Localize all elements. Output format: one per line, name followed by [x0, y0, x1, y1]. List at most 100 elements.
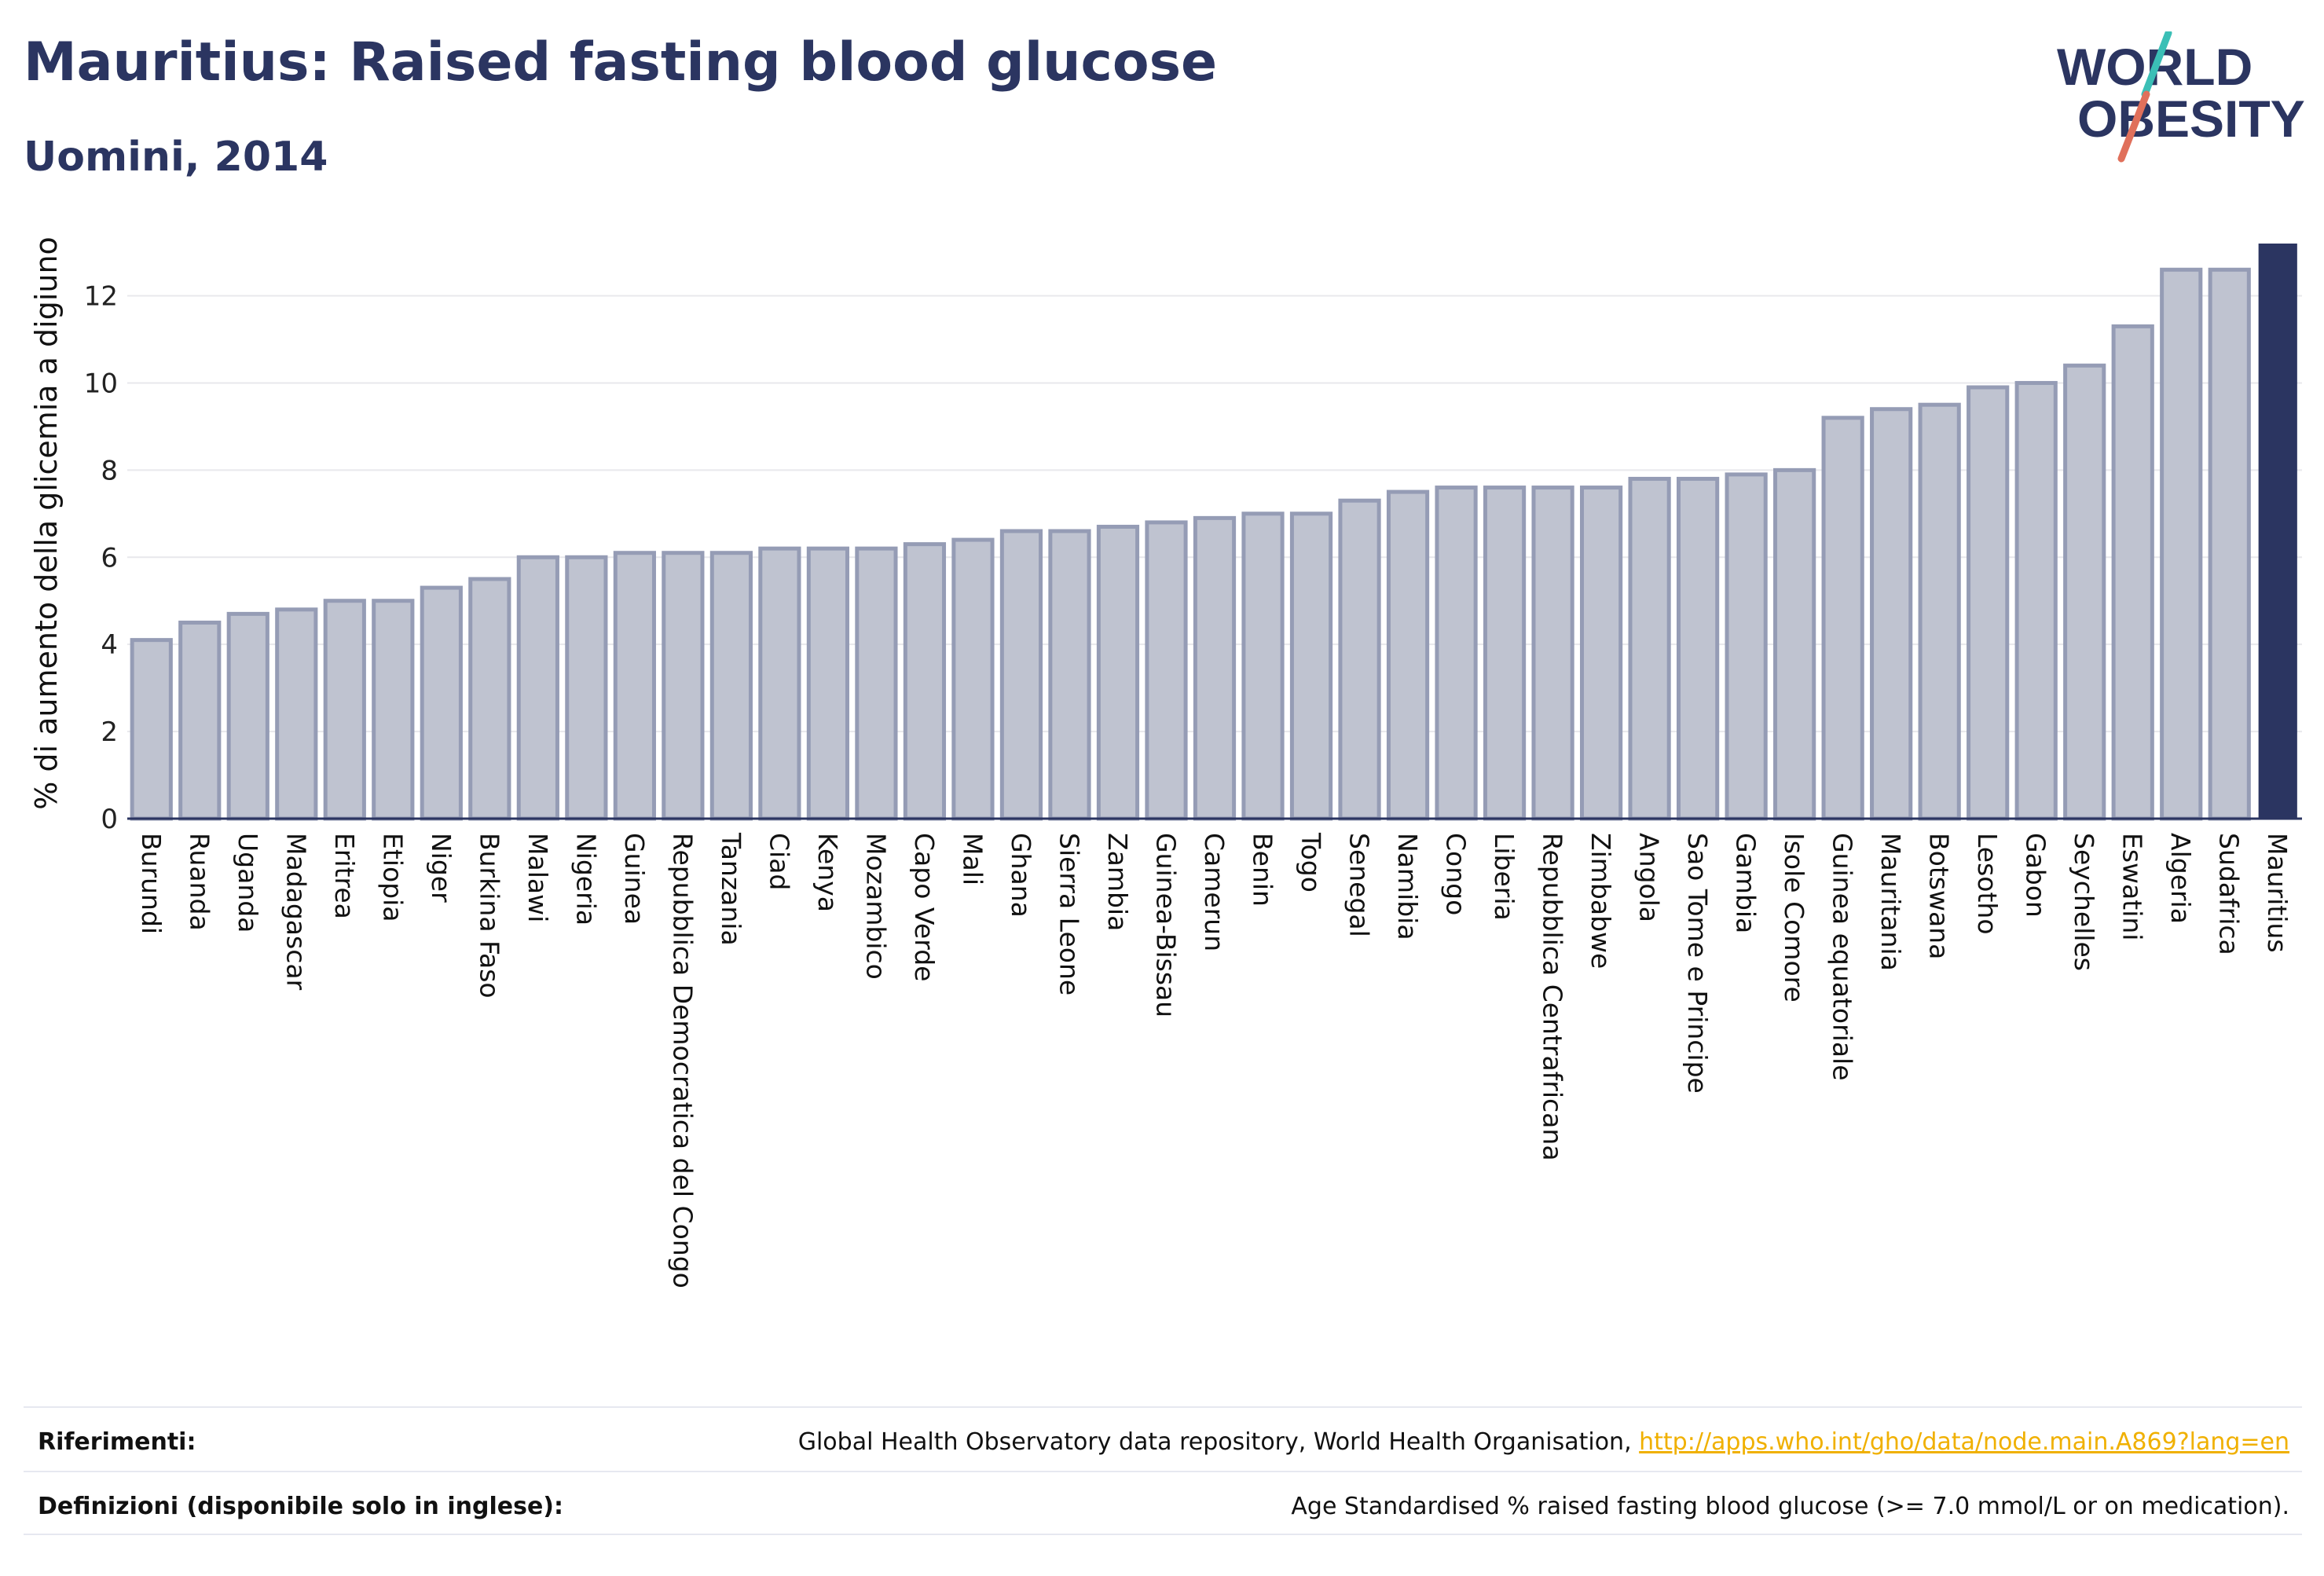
bar	[1628, 476, 1671, 821]
bar	[2208, 267, 2251, 821]
x-tick-label: Seychelles	[2069, 833, 2099, 971]
footer-divider	[24, 1534, 2302, 1535]
bar	[468, 577, 511, 821]
bar	[1483, 486, 1527, 821]
x-tick-label: Mauritius	[2262, 833, 2293, 953]
bar-highlight	[2258, 244, 2297, 819]
bar	[516, 555, 559, 821]
y-tick-label: 6	[101, 542, 118, 574]
references-value: Global Health Observatory data repositor…	[798, 1428, 2289, 1456]
x-tick-label: Sudafrica	[2214, 833, 2245, 955]
x-tick-label: Sao Tome e Principe	[1682, 833, 1713, 1094]
x-tick-label: Capo Verde	[909, 833, 940, 981]
logo-word-obesity: OBESITY	[2077, 90, 2305, 148]
references-link[interactable]: http://apps.who.int/gho/data/node.main.A…	[1639, 1428, 2289, 1456]
x-tick-label: Ruanda	[184, 833, 214, 931]
x-tick-label: Zimbabwe	[1585, 833, 1616, 969]
bar	[758, 546, 801, 821]
y-tick-label: 10	[84, 368, 118, 399]
bar	[1773, 467, 1816, 821]
x-tick-label: Lesotho	[1972, 833, 2003, 935]
x-tick-label: Camerun	[1199, 833, 1230, 951]
bar	[1048, 529, 1091, 821]
x-tick-label: Zambia	[1102, 833, 1133, 931]
definitions-value: Age Standardised % raised fasting blood …	[1291, 1493, 2289, 1520]
bar	[1821, 416, 1864, 821]
y-axis-label: % di aumento della glicemia a digiuno	[29, 236, 64, 810]
bar	[903, 542, 947, 821]
bar	[226, 611, 269, 821]
bar	[2160, 267, 2203, 821]
x-tick-label: Mauritania	[1875, 833, 1906, 971]
x-tick-label: Gambia	[1731, 833, 1761, 933]
bar	[951, 537, 995, 821]
y-tick-label: 12	[84, 281, 118, 313]
bar	[613, 551, 656, 821]
bar	[372, 599, 415, 821]
references-text: Global Health Observatory data repositor…	[797, 1428, 1640, 1456]
x-tick-label: Sierra Leone	[1054, 833, 1084, 995]
bar	[855, 546, 898, 821]
x-tick-label: Benin	[1248, 833, 1278, 907]
x-tick-label: Repubblica Democratica del Congo	[667, 833, 698, 1288]
bar-chart: 0 2 4 6 8 10 12 Burundi Ruanda Uganda Madagascar Er…	[29, 236, 2302, 1288]
x-tick-label: Niger	[426, 833, 456, 903]
x-tick-label: Isole Comore	[1779, 833, 1809, 1002]
x-tick-label: Burkina Faso	[474, 833, 504, 999]
bar	[275, 607, 318, 821]
x-tick-label: Tanzania	[716, 832, 746, 946]
logo-slash-red	[2117, 90, 2150, 163]
x-tick-label: Repubblica Centrafricana	[1538, 833, 1568, 1161]
bar	[1145, 520, 1188, 821]
x-tick-label: Namibia	[1392, 833, 1423, 940]
bar	[323, 599, 366, 821]
x-tick-label: Uganda	[233, 833, 263, 933]
y-tick-label: 4	[101, 629, 118, 661]
bar	[1677, 476, 1720, 821]
y-tick-label: 0	[101, 804, 118, 835]
bar	[420, 585, 463, 821]
bar	[662, 551, 705, 821]
footer-divider	[24, 1406, 2302, 1408]
x-tick-label: Eritrea	[329, 833, 360, 919]
logo-slash-teal	[2141, 31, 2172, 98]
bar	[1870, 407, 1913, 821]
bar	[1289, 511, 1333, 821]
x-tick-label: Botswana	[1924, 833, 1955, 959]
definitions-label: Definizioni (disponibile solo in inglese…	[38, 1493, 563, 1520]
x-tick-label: Congo	[1441, 833, 1472, 915]
x-tick-label: Algeria	[2165, 833, 2196, 924]
x-tick-label: Eswatini	[2117, 833, 2148, 940]
bar	[1241, 511, 1285, 821]
bar	[1386, 489, 1430, 821]
x-tick-label: Burundi	[136, 833, 167, 934]
bar	[178, 620, 222, 821]
bar	[130, 638, 173, 821]
footer-divider	[24, 1471, 2302, 1472]
world-obesity-logo: WORLD OBESITY	[2057, 31, 2305, 163]
x-tick-label: Mali	[957, 833, 988, 885]
bar	[1531, 486, 1574, 821]
bar	[806, 546, 850, 821]
x-tick-label: Guinea-Bissau	[1150, 833, 1181, 1017]
bar	[1967, 385, 2010, 821]
x-tick-label: Ciad	[764, 833, 794, 890]
x-tick-label: Malawi	[522, 833, 553, 922]
bar	[2014, 380, 2058, 821]
x-tick-label: Guinea	[619, 833, 650, 925]
y-tick-label: 8	[101, 455, 118, 486]
chart-subtitle: Uomini, 2014	[24, 134, 328, 181]
bar	[2111, 324, 2154, 821]
chart-title: Mauritius: Raised fasting blood glucose	[24, 31, 1218, 93]
bar	[1338, 498, 1381, 821]
bar	[2063, 363, 2106, 821]
x-tick-label: Togo	[1296, 832, 1326, 892]
x-tick-label: Kenya	[812, 833, 843, 912]
x-tick-label: Madagascar	[280, 833, 311, 991]
x-tick-label: Liberia	[1489, 833, 1519, 921]
bar	[1918, 402, 1961, 821]
x-tick-label: Angola	[1634, 833, 1665, 922]
references-label: Riferimenti:	[38, 1428, 196, 1456]
bar	[1435, 486, 1478, 821]
bar	[565, 555, 608, 821]
